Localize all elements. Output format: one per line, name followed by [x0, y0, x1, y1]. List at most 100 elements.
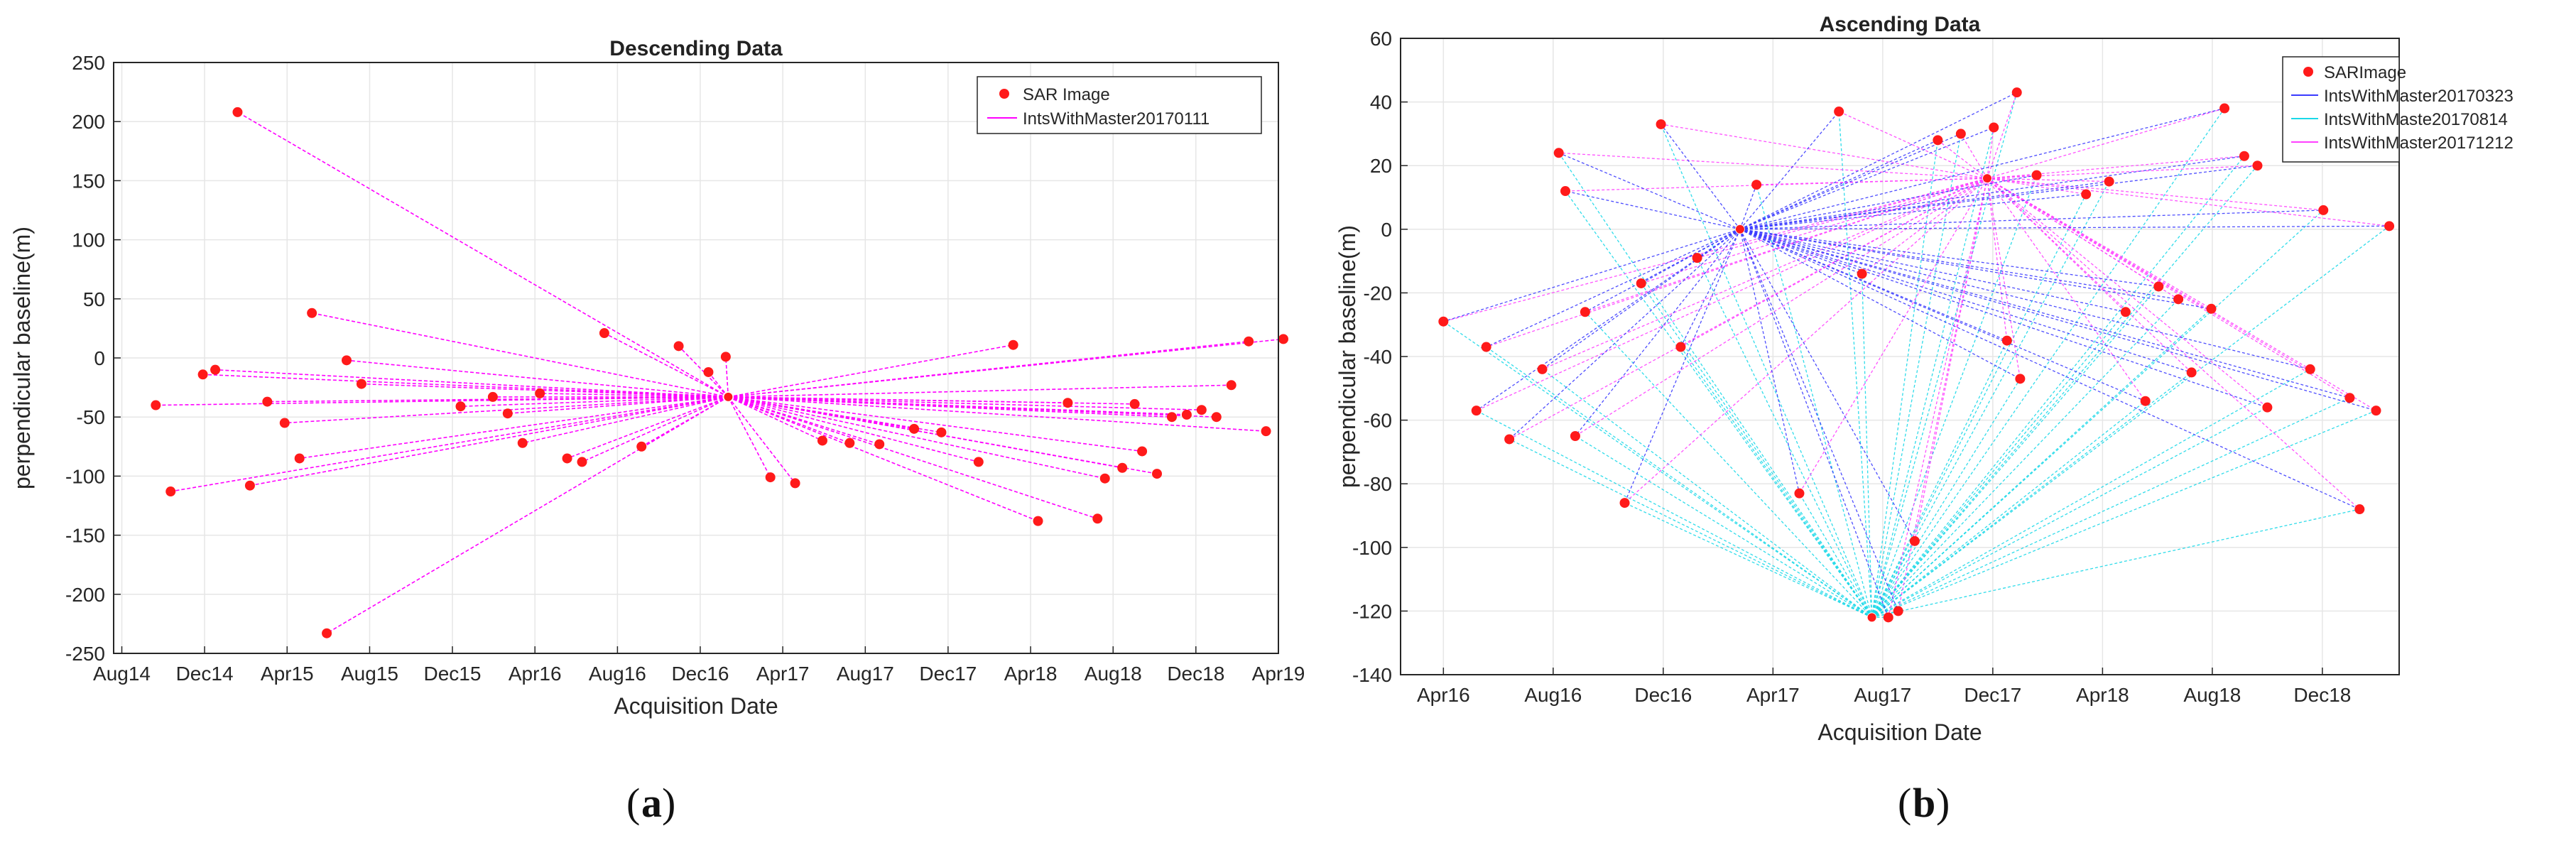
- sar-image-point: [262, 396, 273, 407]
- sar-image-point: [244, 480, 255, 491]
- x-tick-label: Aug15: [341, 663, 398, 685]
- interferogram-line: [1798, 178, 1988, 494]
- x-tick-label: Apr17: [1746, 684, 1800, 706]
- interferogram-line: [460, 396, 729, 408]
- x-tick-label: Aug18: [1085, 663, 1142, 685]
- interferogram-line: [1739, 229, 2179, 300]
- interferogram-line: [1739, 229, 2192, 374]
- x-tick-label: Dec15: [424, 663, 482, 685]
- interferogram-line: [1871, 397, 2350, 618]
- caption-b-close-paren: ): [1936, 780, 1950, 826]
- interferogram-line: [1871, 508, 2360, 618]
- caption-a-close-paren: ): [662, 780, 675, 826]
- y-axis-label-b: perpendicular baseline(m): [1335, 225, 1360, 488]
- sar-image-point: [1471, 406, 1482, 416]
- sar-image-point: [1033, 516, 1043, 526]
- sar-image-point: [2140, 396, 2151, 406]
- sar-image-point: [2153, 281, 2164, 292]
- interferogram-line: [604, 332, 729, 398]
- interferogram-line: [1443, 229, 1741, 322]
- interferogram-line: [1739, 225, 2390, 230]
- sar-image-point: [2104, 176, 2114, 187]
- interferogram-line: [1871, 225, 2390, 618]
- y-tick-label: 0: [1381, 219, 1392, 241]
- y-tick-label: 60: [1370, 28, 1392, 50]
- interferogram-line: [1871, 410, 2376, 618]
- x-tick-label: Apr19: [1252, 663, 1305, 685]
- legend-label-master-0814: IntsWithMaste20170814: [2324, 110, 2508, 129]
- interferogram-line: [311, 312, 729, 398]
- sar-image-point: [1166, 412, 1177, 423]
- interferogram-line: [728, 344, 1013, 398]
- sar-image-point: [2081, 189, 2092, 200]
- sar-image-point: [1117, 462, 1128, 473]
- caption-b-open-paren: (: [1898, 780, 1911, 826]
- interferogram-line: [1739, 229, 1862, 275]
- interferogram-line: [1486, 229, 1741, 348]
- interferogram-line: [1914, 178, 1988, 541]
- sar-image-point: [2262, 402, 2273, 413]
- y-tick-label: -140: [1352, 664, 1392, 686]
- y-tick-label: -150: [65, 525, 105, 547]
- legend-b: SARImage IntsWithMaster20170323 IntsWith…: [2282, 56, 2513, 163]
- master-point: [1867, 613, 1876, 622]
- caption-b-letter: b: [1913, 780, 1935, 826]
- master-point: [724, 392, 733, 401]
- sar-image-point: [197, 369, 208, 380]
- interferogram-line: [1987, 178, 2021, 379]
- interferogram-line: [727, 396, 771, 478]
- x-tick-label: Apr15: [261, 663, 314, 685]
- interferogram-line: [1575, 435, 1872, 618]
- interferogram-line: [156, 396, 729, 406]
- interferogram-line: [1443, 178, 1988, 322]
- interferogram-line: [728, 396, 823, 442]
- interferogram-line: [582, 396, 729, 463]
- sar-image-point: [2344, 393, 2355, 403]
- sar-points-a: [151, 107, 1288, 638]
- interferogram-line: [215, 369, 729, 398]
- series-lines-a: [156, 112, 1284, 634]
- sar-image-point: [1537, 364, 1548, 374]
- interferogram-line: [1624, 178, 1988, 504]
- chart-title-a: Descending Data: [609, 37, 783, 60]
- sar-image-point: [2011, 87, 2022, 98]
- interferogram-line: [1739, 229, 2126, 312]
- interferogram-line: [1871, 156, 2245, 618]
- legend-box-a: [977, 76, 1262, 134]
- interferogram-line: [1987, 178, 2268, 408]
- y-axis-label-a: perpendicular baseline(m): [9, 227, 35, 489]
- interferogram-line: [1987, 178, 2008, 341]
- interferogram-line: [1871, 165, 2258, 618]
- interferogram-line: [1509, 438, 1872, 618]
- sar-image-point: [2318, 205, 2329, 215]
- sar-image-point: [1955, 129, 1966, 139]
- sar-image-point: [636, 441, 647, 452]
- sar-image-point: [2371, 406, 2381, 416]
- sar-image-point: [502, 408, 513, 419]
- interferogram-line: [1987, 178, 2212, 310]
- y-tick-label: 250: [72, 52, 105, 74]
- interferogram-line: [522, 396, 729, 444]
- legend-label-master-1212: IntsWithMaster20171212: [2324, 134, 2513, 153]
- sar-image-point: [2305, 364, 2315, 374]
- y-tick-label: -40: [1364, 346, 1392, 368]
- interferogram-line: [346, 359, 729, 398]
- interferogram-line: [540, 393, 729, 398]
- interferogram-line: [1871, 401, 2146, 618]
- sar-image-point: [487, 391, 498, 402]
- interferogram-line: [1585, 229, 1741, 312]
- interferogram-line: [1641, 178, 1988, 284]
- sar-image-point: [2219, 103, 2230, 114]
- legend-marker-sar-b: [2303, 67, 2313, 77]
- sar-image-point: [1181, 409, 1192, 420]
- sar-image-point: [1619, 498, 1630, 508]
- interferogram-line: [361, 383, 729, 398]
- sar-image-point: [279, 418, 290, 428]
- y-tick-label: -120: [1352, 600, 1392, 622]
- interferogram-line: [1739, 111, 1839, 230]
- interferogram-line: [1739, 229, 1800, 494]
- sar-image-point: [1244, 336, 1254, 347]
- sar-image-point: [2354, 504, 2365, 515]
- sar-image-point: [2384, 221, 2395, 232]
- interferogram-line: [1739, 165, 2258, 230]
